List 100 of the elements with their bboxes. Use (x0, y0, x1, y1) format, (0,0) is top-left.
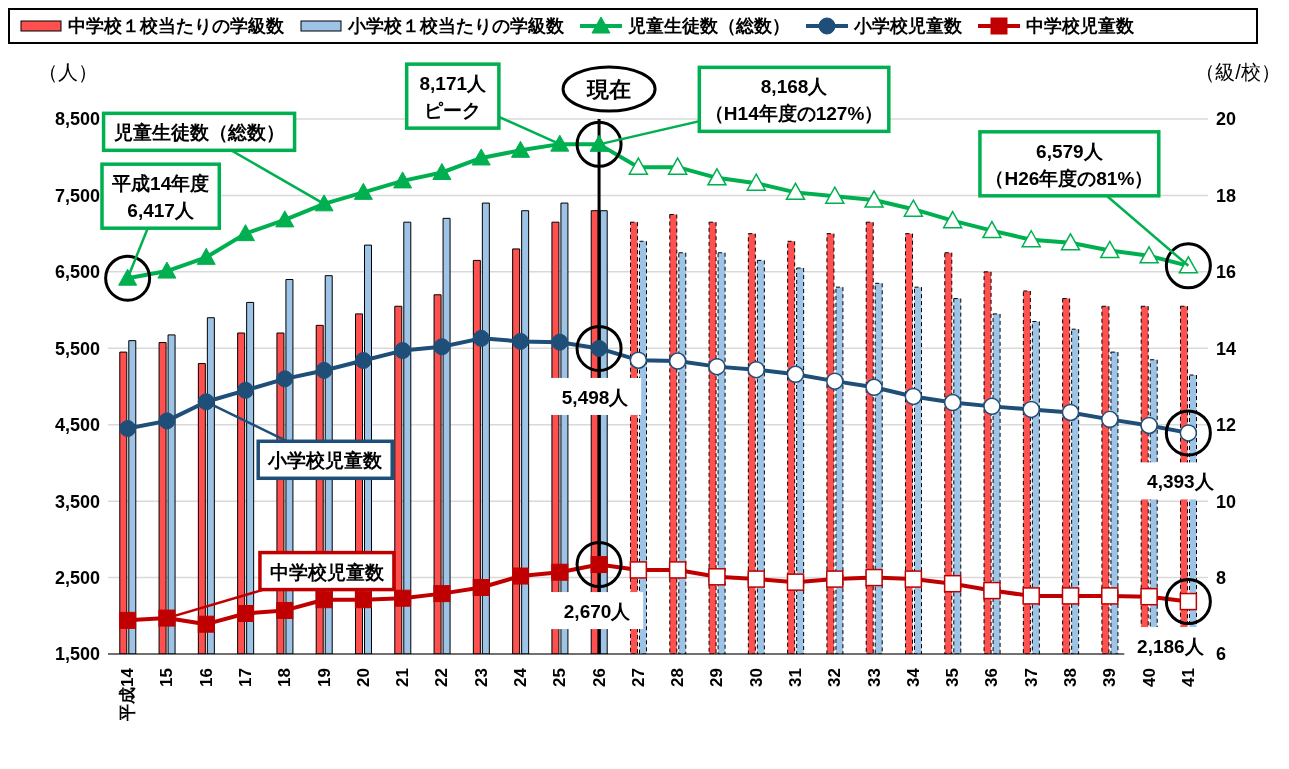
point (158, 609, 176, 627)
y2-tick-label: 12 (1216, 415, 1237, 436)
point (433, 585, 451, 603)
x-tick-label: 27 (628, 668, 648, 687)
legend-label: 小学校１校当たりの学級数 (348, 15, 564, 38)
x-tick-label: 21 (393, 668, 413, 687)
point (983, 581, 1001, 600)
y2-tick-label: 20 (1216, 109, 1237, 130)
point (747, 570, 765, 588)
point (1140, 587, 1158, 606)
point (432, 163, 452, 180)
point (196, 247, 216, 265)
point (746, 173, 766, 191)
x-tick-label: 29 (707, 668, 727, 687)
y-tick-label: 2,500 (54, 567, 100, 588)
point (668, 561, 687, 579)
point (942, 210, 963, 229)
point (354, 352, 372, 370)
point (1101, 410, 1119, 429)
annotation: 2,186人 (1137, 636, 1205, 658)
point (314, 194, 334, 212)
point (786, 365, 805, 384)
point (394, 342, 412, 360)
y-axis-title: （人） (38, 61, 98, 83)
point (512, 332, 529, 350)
annotation: 4,393人 (1147, 471, 1215, 493)
x-tick-label: 33 (864, 668, 884, 687)
point (864, 190, 884, 208)
x-tick-label: 16 (196, 668, 216, 687)
legend-label: 小学校児童数 (854, 15, 962, 38)
point (276, 601, 294, 619)
point (629, 351, 648, 369)
point (1100, 240, 1120, 259)
point (629, 561, 648, 579)
x-tick-label: 38 (1061, 668, 1080, 687)
y2-tick-label: 10 (1216, 491, 1237, 512)
point (353, 182, 373, 200)
y2-axis-title: （級/校） (1195, 61, 1281, 83)
y-tick-label: 6,500 (54, 262, 100, 283)
point (904, 387, 923, 406)
x-tick-label: 18 (275, 668, 295, 687)
y2-tick-label: 16 (1216, 262, 1237, 283)
point (1022, 587, 1040, 605)
point (119, 611, 137, 629)
point (550, 134, 570, 152)
point (157, 261, 177, 279)
annotation: 5,498人 (561, 386, 630, 408)
y-tick-label: 8,500 (54, 109, 100, 130)
x-tick-label: 22 (432, 668, 452, 687)
x-tick-label: 34 (903, 667, 923, 687)
point (1139, 246, 1159, 264)
point (354, 591, 372, 609)
point (237, 604, 254, 622)
x-tick-label: 28 (668, 668, 688, 687)
point (315, 361, 333, 379)
point (786, 573, 805, 591)
point (512, 567, 529, 585)
point (865, 568, 883, 587)
x-tick-label: 26 (589, 668, 609, 687)
point (471, 148, 491, 166)
x-tick-label: 平成14 (118, 667, 138, 722)
x-tick-label: 30 (746, 668, 766, 687)
point (904, 570, 923, 588)
point (982, 220, 1002, 239)
x-tick-label: 23 (471, 668, 491, 687)
point (237, 381, 254, 399)
point (236, 224, 255, 242)
y-tick-label: 5,500 (54, 338, 100, 359)
point (707, 168, 727, 186)
point (708, 568, 726, 586)
point (119, 420, 137, 438)
point (472, 329, 490, 347)
y-tick-label: 3,500 (54, 491, 100, 512)
x-tick-label: 40 (1139, 668, 1159, 687)
x-tick-label: 15 (157, 668, 177, 687)
y2-tick-label: 18 (1216, 185, 1237, 206)
point (943, 393, 962, 412)
point (943, 574, 962, 593)
point (276, 370, 294, 388)
point (1061, 587, 1080, 605)
y2-tick-label: 8 (1216, 567, 1227, 588)
point (826, 570, 844, 588)
x-tick-label: 19 (314, 668, 334, 687)
point (668, 352, 687, 370)
point (511, 140, 530, 158)
x-tick-label: 17 (236, 668, 255, 687)
point (275, 210, 295, 228)
point (1022, 400, 1040, 419)
point (1061, 403, 1080, 422)
point (1060, 233, 1081, 251)
legend-label: 中学校１校当たりの学級数 (68, 15, 284, 38)
y2-tick-label: 14 (1216, 338, 1237, 359)
point (472, 579, 490, 597)
point (825, 186, 845, 204)
point (393, 171, 413, 189)
x-tick-label: 31 (786, 668, 805, 687)
annotation: 8,171人ピーク (419, 73, 488, 122)
x-tick-label: 32 (825, 668, 845, 687)
x-tick-label: 39 (1100, 668, 1120, 687)
annotation: 8,168人（H14年度の127%） (704, 76, 884, 125)
